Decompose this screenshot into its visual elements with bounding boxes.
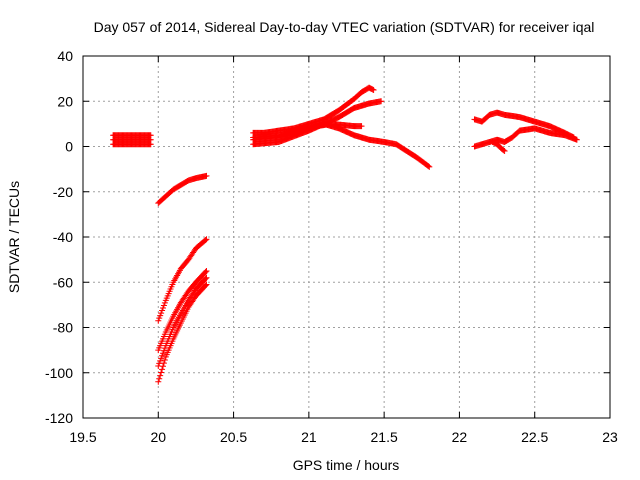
x-tick-label: 20 (150, 429, 166, 445)
y-tick-label: -120 (45, 410, 73, 426)
data-point (158, 310, 165, 317)
data-point (370, 86, 377, 93)
y-tick-label: 40 (57, 48, 73, 64)
data-point (203, 267, 210, 274)
data-point (158, 369, 165, 376)
data-point (156, 315, 163, 322)
series-arc-l (250, 120, 433, 170)
x-axis-label: GPS time / hours (293, 457, 400, 473)
x-tick-label: 23 (602, 429, 618, 445)
series-arc-m (471, 109, 577, 141)
data-point (159, 366, 166, 373)
y-tick-label: -40 (53, 229, 73, 245)
y-tick-label: -80 (53, 320, 73, 336)
data-point (203, 236, 210, 243)
y-tick-label: -20 (53, 184, 73, 200)
data-point (160, 302, 167, 309)
data-point (159, 363, 166, 370)
data-point (159, 350, 166, 357)
x-tick-label: 20.5 (220, 429, 247, 445)
data-point (157, 372, 164, 379)
data-point (160, 360, 167, 367)
data-point (161, 299, 168, 306)
data-point (501, 148, 508, 155)
data-point (155, 378, 162, 385)
x-tick-label: 19.5 (69, 429, 96, 445)
data-point (425, 163, 432, 170)
data-point (156, 375, 163, 382)
data-point (202, 275, 209, 282)
y-tick-label: 20 (57, 93, 73, 109)
y-tick-label: 0 (65, 139, 73, 155)
data-point (159, 352, 166, 359)
data-point (161, 357, 168, 364)
series-arc-d (155, 172, 210, 207)
series-arc-h (155, 281, 210, 385)
y-axis-label: SDTVAR / TECUs (6, 181, 22, 293)
chart-title: Day 057 of 2014, Sidereal Day-to-day VTE… (94, 19, 595, 35)
data-point (159, 304, 166, 311)
data-point (157, 357, 164, 364)
data-point (573, 136, 580, 143)
data-point (160, 347, 167, 354)
x-tick-label: 21 (301, 429, 317, 445)
data-point (500, 147, 507, 154)
series-arc-o (489, 138, 508, 155)
data-point (147, 141, 154, 148)
y-axis-ticks: -120 -100 -80 -60 -40 -20 0 20 40 (45, 48, 610, 426)
data-point (202, 282, 209, 289)
data-point (158, 355, 165, 362)
data-point (358, 123, 365, 130)
data-point (157, 312, 164, 319)
data-point (203, 274, 210, 281)
y-tick-label: -60 (53, 274, 73, 290)
x-axis-ticks: 19.5 20 20.5 21 21.5 22 22.5 23 (69, 56, 618, 445)
x-tick-label: 21.5 (371, 429, 398, 445)
data-point (155, 317, 162, 324)
data-point (203, 281, 210, 288)
x-tick-label: 22.5 (521, 429, 548, 445)
data-point (426, 163, 433, 170)
gridlines (83, 56, 610, 418)
x-tick-label: 22 (452, 429, 468, 445)
data-point (202, 268, 209, 275)
series-arc-f (155, 267, 210, 354)
data-points (110, 84, 580, 385)
data-point (202, 237, 209, 244)
series-arc-i (250, 84, 377, 136)
data-point (378, 98, 385, 105)
series-arc-c (110, 141, 154, 148)
y-tick-label: -100 (45, 365, 73, 381)
data-point (159, 307, 166, 314)
data-point (203, 172, 210, 179)
series-arc-e (155, 236, 210, 324)
